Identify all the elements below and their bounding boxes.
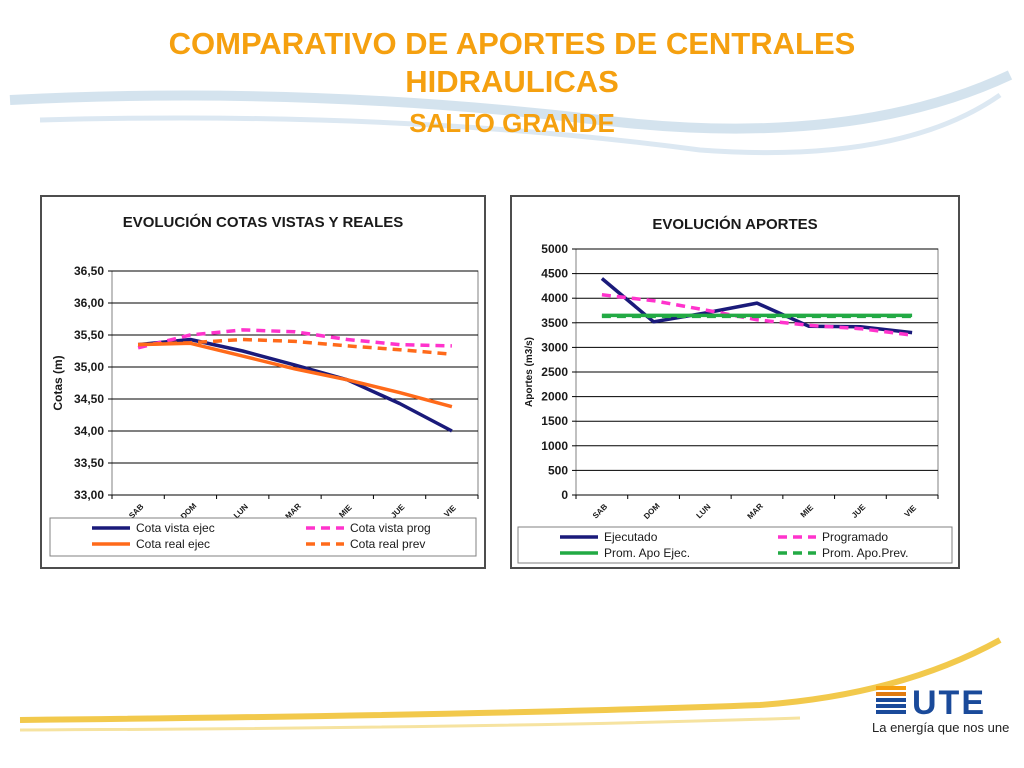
y-tick-label: 1000 — [541, 439, 568, 453]
chart-cotas: EVOLUCIÓN COTAS VISTAS Y REALES 33,00 33,5… — [49, 213, 479, 557]
plot-area — [111, 270, 479, 496]
x-tick-label: DOM — [642, 501, 662, 521]
y-tick-label: 36,50 — [74, 264, 104, 278]
y-tick-label: 4000 — [541, 291, 568, 305]
y-tick-label: 1500 — [541, 414, 568, 428]
legend-label: Prom. Apo Ejec. — [604, 546, 690, 560]
y-tick-label: 33,50 — [74, 456, 104, 470]
x-tick-label: MIE — [799, 503, 816, 520]
y-tick-label: 5000 — [541, 242, 568, 256]
ute-logo: UTE — [876, 684, 986, 722]
logo-stripes-icon — [876, 686, 906, 714]
y-tick-label: 34,00 — [74, 424, 104, 438]
logo-tagline: La energía que nos une — [872, 720, 1010, 735]
slide-title-line2: HIDRAULICAS — [405, 64, 619, 99]
y-tick-label: 0 — [561, 488, 568, 502]
legend-label: Ejecutado — [604, 530, 658, 544]
slide-subtitle: SALTO GRANDE — [409, 108, 615, 138]
legend-label: Cota vista ejec — [136, 521, 215, 535]
y-tick-label: 35,00 — [74, 360, 104, 374]
chart-aportes: EVOLUCIÓN APORTES 0 500 1000 1500 2000 2500 300… — [517, 215, 953, 564]
yellow-swoosh — [19, 637, 1002, 723]
x-tick-label: VIE — [903, 503, 919, 519]
x-tick-label: VIE — [442, 503, 458, 519]
y-tick-label: 34,50 — [74, 392, 104, 406]
series-line — [138, 337, 453, 356]
y-tick-label: 35,50 — [74, 328, 104, 342]
y-tick-label: 2500 — [541, 365, 568, 379]
yellow-swoosh-thin — [19, 716, 801, 732]
y-tick-label: 4500 — [541, 267, 568, 281]
legend-label: Programado — [822, 530, 888, 544]
x-tick-label: SAB — [591, 502, 609, 520]
legend-label: Cota vista prog — [350, 521, 431, 535]
legend-label: Cota real ejec — [136, 537, 210, 551]
y-axis-label: Cotas (m) — [51, 355, 65, 410]
logo-wordmark: UTE — [912, 684, 986, 722]
chart-title: EVOLUCIÓN COTAS VISTAS Y REALES — [123, 213, 404, 231]
chart-panel-cotas: EVOLUCIÓN COTAS VISTAS Y REALES 33,00 33,5… — [40, 195, 486, 569]
x-tick-label: JUE — [389, 502, 407, 520]
blue-swoosh-thin — [39, 92, 1002, 156]
slide-title-line1: COMPARATIVO DE APORTES DE CENTRALES — [168, 26, 856, 61]
y-axis-label: Aportes (m3/s) — [524, 337, 535, 407]
series-line — [601, 293, 913, 337]
series-line — [600, 277, 913, 335]
y-tick-label: 3500 — [541, 316, 568, 330]
y-tick-label: 3000 — [541, 340, 568, 354]
x-tick-label: MAR — [746, 501, 765, 520]
chart-panel-aportes: EVOLUCIÓN APORTES 0 500 1000 1500 2000 2500 300… — [510, 195, 960, 569]
blue-swoosh — [9, 70, 1013, 134]
legend-box — [517, 526, 953, 564]
x-tick-label: JUE — [850, 502, 868, 520]
y-tick-label: 36,00 — [74, 296, 104, 310]
x-tick-label: MIE — [337, 503, 354, 520]
legend-box — [49, 517, 477, 557]
x-tick-label: LUN — [695, 502, 713, 520]
y-tick-label: 33,00 — [74, 488, 104, 502]
chart-title: EVOLUCIÓN APORTES — [652, 215, 817, 233]
series-line — [137, 328, 452, 350]
y-tick-label: 2000 — [541, 390, 568, 404]
legend-label: Cota real prev — [350, 537, 425, 551]
y-tick-label: 500 — [548, 463, 568, 477]
legend-label: Prom. Apo.Prev. — [822, 546, 908, 560]
series-line — [137, 337, 453, 433]
